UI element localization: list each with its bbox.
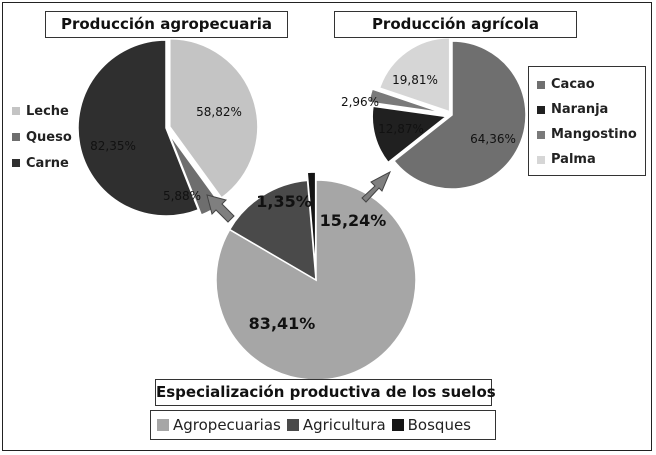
legend-produccion-agricola: Cacao Naranja Mangostino Palma xyxy=(528,66,646,176)
data-label-agropecuarias: 83,41% xyxy=(249,314,316,333)
legend-swatch-cacao xyxy=(537,80,545,89)
data-label-queso: 5,88% xyxy=(163,189,201,203)
legend-especializacion-suelos: Agropecuarias Agricultura Bosques xyxy=(150,410,496,440)
legend-swatch-carne xyxy=(12,159,20,167)
slice-carne xyxy=(77,39,200,217)
data-label-cacao: 64,36% xyxy=(470,132,516,146)
slice-naranja xyxy=(371,105,449,164)
legend-produccion-agropecuaria: Leche Queso Carne xyxy=(12,98,72,176)
legend-item-mangostino: Mangostino xyxy=(529,122,645,147)
legend-swatch-agricultura xyxy=(286,419,299,431)
legend-label-agricultura: Agricultura xyxy=(302,416,386,434)
title-especializacion-suelos: Especialización productiva de los suelos xyxy=(155,379,496,406)
slice-mangostino xyxy=(368,88,443,114)
connector-arrows xyxy=(206,170,392,223)
pie-produccion-agropecuaria: 58,82% 5,88% 82,35% xyxy=(77,38,259,217)
legend-swatch-bosques xyxy=(391,419,404,431)
data-label-bosques: 1,35% xyxy=(256,192,312,211)
legend-label-mangostino: Mangostino xyxy=(551,127,637,142)
legend-label-carne: Carne xyxy=(26,155,69,171)
legend-item-queso: Queso xyxy=(12,124,72,150)
legend-label-naranja: Naranja xyxy=(551,102,609,117)
legend-item-agropecuarias: Agropecuarias xyxy=(157,416,281,434)
data-label-leche: 58,82% xyxy=(196,105,242,119)
legend-swatch-leche xyxy=(12,107,20,115)
arrow-to-agropecuaria xyxy=(206,194,235,223)
data-label-carne: 82,35% xyxy=(90,139,136,153)
legend-swatch-queso xyxy=(12,133,20,141)
arrow-to-agricola xyxy=(361,170,392,203)
legend-label-bosques: Bosques xyxy=(407,416,471,434)
legend-label-palma: Palma xyxy=(551,152,596,167)
title-produccion-agricola: Producción agrícola xyxy=(334,11,577,38)
legend-item-palma: Palma xyxy=(529,147,645,172)
legend-item-leche: Leche xyxy=(12,98,72,124)
legend-swatch-mangostino xyxy=(537,130,545,139)
legend-item-cacao: Cacao xyxy=(529,72,645,97)
legend-label-queso: Queso xyxy=(26,129,72,145)
slice-agricultura xyxy=(228,179,317,282)
data-label-mangostino: 2,96% xyxy=(341,95,379,109)
legend-label-leche: Leche xyxy=(26,103,69,119)
pie-especializacion-suelos: 83,41% 15,24% 1,35% xyxy=(215,171,417,381)
legend-item-naranja: Naranja xyxy=(529,97,645,122)
legend-label-cacao: Cacao xyxy=(551,77,595,92)
data-label-naranja: 12,87% xyxy=(378,122,424,136)
slice-bosques xyxy=(306,171,317,273)
data-label-palma: 19,81% xyxy=(392,73,438,87)
legend-item-carne: Carne xyxy=(12,150,72,176)
legend-swatch-palma xyxy=(537,155,545,164)
pie-produccion-agricola: 64,36% 12,87% 2,96% 19,81% xyxy=(341,36,527,190)
legend-swatch-agropecuarias xyxy=(157,419,169,431)
slice-cacao xyxy=(392,40,527,190)
slice-palma xyxy=(378,36,451,113)
legend-item-bosques: Bosques xyxy=(391,416,471,434)
legend-swatch-naranja xyxy=(537,105,545,114)
data-label-agricultura: 15,24% xyxy=(320,211,387,230)
legend-label-agropecuarias: Agropecuarias xyxy=(173,416,281,434)
title-produccion-agropecuaria: Producción agropecuaria xyxy=(45,11,288,38)
legend-item-agricultura: Agricultura xyxy=(286,416,386,434)
slice-leche xyxy=(169,38,259,200)
